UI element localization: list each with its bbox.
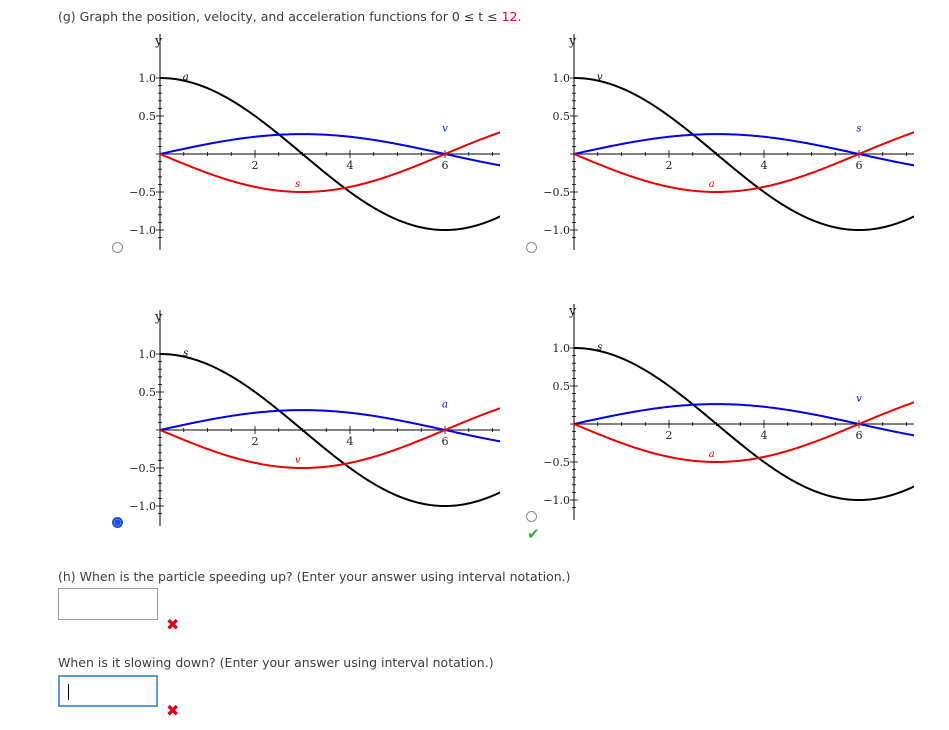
y-tick-label: 0.5 (553, 110, 571, 123)
red-curve (159, 407, 500, 470)
black-curve (573, 347, 914, 502)
y-tick-label: 0.5 (553, 380, 571, 393)
x-tick-label: 4 (761, 429, 768, 442)
black-curve-label: v (597, 72, 603, 83)
blue-curve-label: s (856, 123, 861, 134)
radio-option-4[interactable] (526, 511, 537, 522)
radio-option-2[interactable] (526, 242, 537, 253)
x-tick-label: 6 (856, 159, 863, 172)
y-tick-label: 1.0 (139, 72, 157, 85)
y-tick-label: 1.0 (553, 342, 571, 355)
y-axis-label: y (154, 310, 163, 325)
radio-option-1[interactable] (112, 242, 123, 253)
y-tick-label: −1.0 (129, 500, 156, 513)
black-curve (159, 77, 500, 232)
y-tick-label: −0.5 (543, 456, 570, 469)
part-h-question: (h) When is the particle speeding up? (E… (58, 569, 571, 584)
red-curve-label: s (295, 179, 300, 190)
y-tick-label: 0.5 (139, 386, 157, 399)
black-curve-label: a (183, 72, 189, 83)
blue-curve-label: v (856, 393, 862, 404)
radio-option-3[interactable] (112, 517, 123, 528)
y-axis-label: y (568, 34, 577, 49)
x-tick-label: 2 (666, 429, 673, 442)
black-curve (573, 77, 914, 232)
x-tick-label: 2 (252, 435, 259, 448)
black-curve (159, 353, 500, 508)
x-tick-label: 4 (347, 159, 354, 172)
red-curve-label: a (709, 179, 715, 190)
part-g-question-text: (g) Graph the position, velocity, and ac… (58, 9, 502, 24)
x-tick-label: 6 (442, 435, 449, 448)
x-tick-label: 6 (442, 159, 449, 172)
x-tick-label: 4 (347, 435, 354, 448)
red-curve-label: a (709, 449, 715, 460)
x-tick-label: 2 (666, 159, 673, 172)
y-tick-label: 1.0 (139, 348, 157, 361)
red-curve (159, 131, 500, 194)
correct-check-icon: ✔ (527, 525, 540, 543)
x-tick-label: 4 (761, 159, 768, 172)
y-tick-label: −1.0 (129, 224, 156, 237)
black-curve-label: s (183, 348, 188, 359)
black-curve-label: s (597, 342, 602, 353)
y-tick-label: −1.0 (543, 494, 570, 507)
x-tick-label: 6 (856, 429, 863, 442)
red-curve (573, 131, 914, 194)
speeding-up-input[interactable] (58, 588, 158, 620)
x-mark-icon: ✖ (166, 701, 180, 720)
part-g-upper-bound: 12. (501, 9, 522, 24)
slowing-down-input[interactable] (58, 675, 158, 707)
y-tick-label: −0.5 (129, 462, 156, 475)
x-mark-icon: ✖ (166, 615, 180, 634)
y-axis-label: y (568, 304, 577, 319)
blue-curve-label: v (442, 123, 448, 134)
y-tick-label: 1.0 (553, 72, 571, 85)
part-g-question: (g) Graph the position, velocity, and ac… (58, 9, 521, 24)
y-axis-label: y (154, 34, 163, 49)
red-curve-label: v (295, 455, 301, 466)
y-tick-label: 0.5 (139, 110, 157, 123)
red-curve (573, 401, 914, 464)
blue-curve-label: a (442, 399, 448, 410)
text-cursor (68, 684, 69, 700)
y-tick-label: −0.5 (129, 186, 156, 199)
slowing-down-question: When is it slowing down? (Enter your ans… (58, 655, 494, 670)
y-tick-label: −0.5 (543, 186, 570, 199)
y-tick-label: −1.0 (543, 224, 570, 237)
x-tick-label: 2 (252, 159, 259, 172)
